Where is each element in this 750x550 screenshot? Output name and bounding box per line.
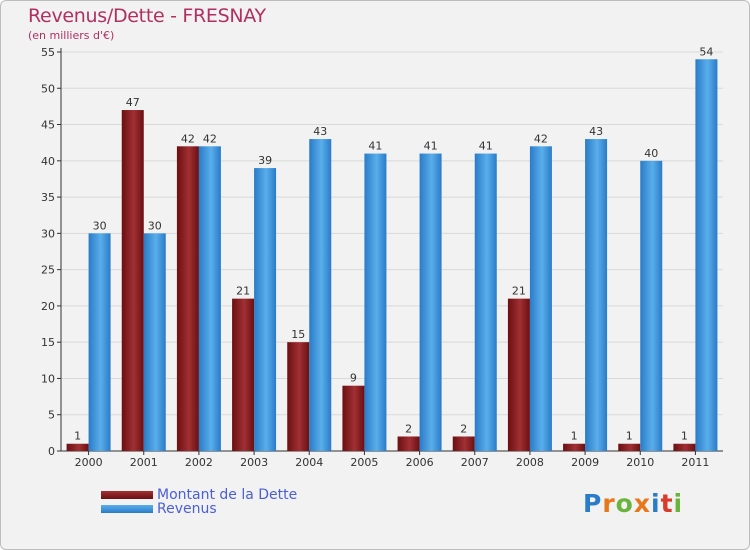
data-label-revenus: 43	[589, 125, 603, 138]
data-label-dette: 1	[571, 430, 578, 443]
logo-letter: P	[583, 489, 603, 518]
data-label-revenus: 30	[93, 219, 107, 232]
data-label-dette: 42	[181, 132, 195, 145]
logo-letter: x	[633, 489, 651, 518]
bar-dette	[121, 110, 144, 451]
x-tick-label: 2006	[406, 456, 434, 469]
data-label-dette: 2	[460, 422, 467, 435]
bar-revenus	[254, 168, 277, 451]
bar-revenus	[640, 160, 663, 451]
bar-revenus	[88, 233, 111, 451]
bar-revenus	[143, 233, 166, 451]
bar-dette	[342, 385, 365, 451]
bar-dette	[397, 436, 420, 451]
bar-dette	[287, 342, 310, 451]
x-tick-label: 2004	[295, 456, 323, 469]
y-tick-label: 15	[41, 336, 55, 349]
data-label-revenus: 41	[368, 140, 382, 153]
data-label-dette: 21	[236, 285, 250, 298]
data-label-revenus: 39	[258, 154, 272, 167]
x-tick-label: 2007	[461, 456, 489, 469]
proxiti-logo: Proxiti	[583, 489, 683, 518]
bar-dette	[618, 443, 641, 451]
data-label-dette: 9	[350, 372, 357, 385]
bar-revenus	[364, 153, 387, 451]
x-tick-label: 2005	[350, 456, 378, 469]
x-tick-label: 2011	[681, 456, 709, 469]
legend-swatch-dette	[101, 491, 153, 499]
data-label-revenus: 42	[203, 132, 217, 145]
legend-label-dette: Montant de la Dette	[157, 487, 298, 503]
y-tick-label: 50	[41, 82, 55, 95]
data-label-dette: 1	[626, 430, 633, 443]
y-tick-label: 45	[41, 119, 55, 132]
data-label-dette: 21	[512, 285, 526, 298]
bar-revenus	[529, 146, 552, 452]
data-label-dette: 2	[405, 422, 412, 435]
logo-letter: t	[660, 489, 674, 518]
data-label-revenus: 30	[148, 219, 162, 232]
bar-dette	[176, 146, 199, 452]
bar-dette	[452, 436, 475, 451]
legend-swatch-revenus	[101, 505, 153, 513]
x-tick-label: 2002	[185, 456, 213, 469]
x-tick-label: 2001	[130, 456, 158, 469]
y-tick-label: 40	[41, 155, 55, 168]
bar-dette	[507, 298, 530, 451]
data-label-dette: 47	[126, 96, 140, 109]
legend-label-revenus: Revenus	[157, 501, 217, 517]
bar-dette	[66, 443, 89, 451]
logo-letter: o	[615, 489, 634, 518]
logo-letter: i	[651, 489, 661, 518]
bar-revenus	[695, 59, 718, 451]
legend-item-revenus: Revenus	[101, 501, 217, 517]
bar-dette	[232, 298, 255, 451]
y-tick-label: 30	[41, 227, 55, 240]
data-label-revenus: 41	[424, 140, 438, 153]
x-tick-label: 2010	[626, 456, 654, 469]
data-label-dette: 15	[291, 328, 305, 341]
data-label-revenus: 43	[313, 125, 327, 138]
x-tick-label: 2003	[240, 456, 268, 469]
legend-item-dette: Montant de la Dette	[101, 487, 298, 503]
x-tick-label: 2008	[516, 456, 544, 469]
bar-revenus	[309, 139, 332, 451]
x-tick-label: 2009	[571, 456, 599, 469]
logo-letter: r	[602, 489, 616, 518]
bar-revenus	[585, 139, 608, 451]
y-tick-label: 35	[41, 191, 55, 204]
data-label-dette: 1	[681, 430, 688, 443]
data-label-dette: 1	[74, 430, 81, 443]
data-label-revenus: 42	[534, 132, 548, 145]
logo-letter: i	[673, 489, 684, 518]
bar-dette	[563, 443, 586, 451]
y-tick-label: 0	[48, 445, 55, 458]
data-label-revenus: 40	[644, 147, 658, 160]
bar-dette	[673, 443, 696, 451]
y-tick-label: 55	[41, 46, 55, 59]
y-tick-label: 5	[48, 409, 55, 422]
bar-revenus	[198, 146, 221, 452]
bar-revenus	[474, 153, 497, 451]
data-label-revenus: 41	[479, 140, 493, 153]
x-tick-label: 2000	[75, 456, 103, 469]
chart-title: Revenus/Dette - FRESNAY	[28, 5, 266, 27]
y-tick-label: 25	[41, 264, 55, 277]
y-tick-label: 20	[41, 300, 55, 313]
chart-subtitle: (en milliers d'€)	[28, 29, 115, 42]
bar-revenus	[419, 153, 442, 451]
y-tick-label: 10	[41, 372, 55, 385]
data-label-revenus: 54	[699, 45, 713, 58]
